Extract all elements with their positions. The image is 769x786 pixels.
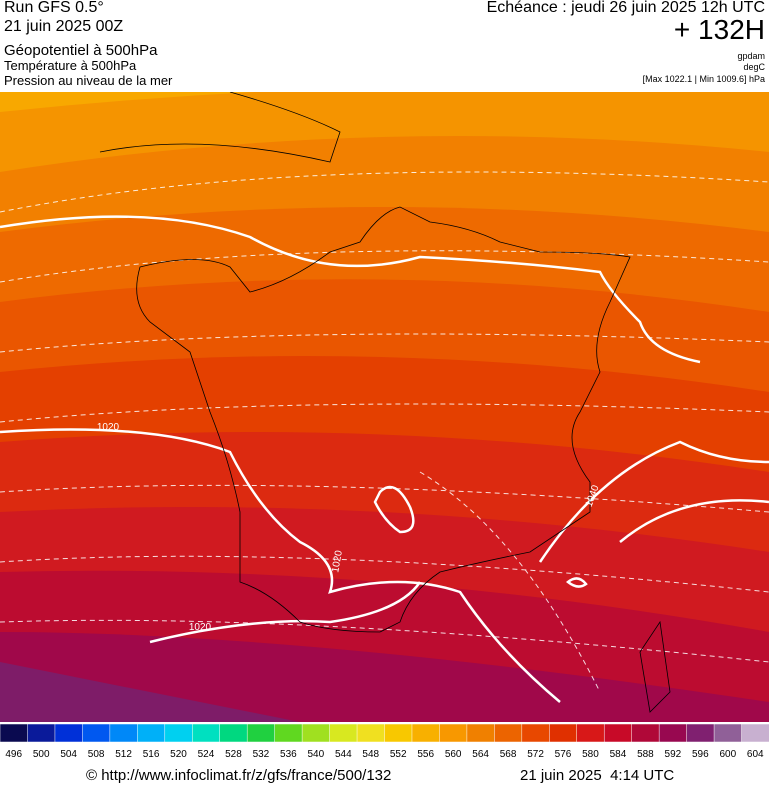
colorbar-label: 548 [362, 749, 379, 760]
colorbar-swatch [356, 724, 386, 743]
temperature-field [0, 92, 769, 722]
contour-label: 1020 [97, 422, 120, 433]
colorbar-swatch [576, 724, 605, 743]
colorbar-swatch [0, 724, 29, 743]
colorbar-swatch [603, 724, 633, 743]
colorbar-swatch [329, 724, 358, 743]
colorbar-swatch [246, 724, 276, 743]
colorbar-label: 580 [582, 749, 599, 760]
colorbar-swatch [384, 724, 413, 743]
coastline [99, 92, 671, 713]
colorbar-swatch [274, 724, 303, 743]
colorbar-swatch [466, 724, 496, 743]
colorbar-swatch [219, 724, 248, 743]
colorbar-swatch [686, 724, 715, 743]
colorbar-label: 556 [417, 749, 434, 760]
unit-gpdam: gpdam [737, 51, 765, 61]
colorbar-label: 540 [307, 749, 324, 760]
colorbar-label: 536 [280, 749, 297, 760]
forecast-hour: + 132H [673, 14, 765, 45]
colorbar-swatch [411, 724, 441, 743]
colorbar-swatch [54, 724, 84, 743]
colorbar-label: 576 [555, 749, 572, 760]
colorbar-label: 596 [692, 749, 709, 760]
colorbar-label: 568 [500, 749, 517, 760]
colorbar-label: 544 [335, 749, 352, 760]
run-label: Run GFS 0.5° [4, 0, 104, 16]
colorbar-label: 500 [33, 749, 50, 760]
colorbar-label: 604 [747, 749, 764, 760]
colorbar-swatch [549, 724, 578, 743]
colorbar-label: 552 [390, 749, 407, 760]
colorbar-swatch [521, 724, 551, 743]
colorbar-swatch [109, 724, 139, 743]
colorbar-swatch [494, 724, 523, 743]
field-2: Température à 500hPa [4, 58, 137, 73]
colorbar: 496 500 504 508 512 516 520 524 528 532 536 540 544 5… [0, 724, 769, 760]
colorbar-label: 504 [60, 749, 77, 760]
colorbar-label: 584 [610, 749, 627, 760]
colorbar-label: 564 [472, 749, 489, 760]
colorbar-label: 588 [637, 749, 654, 760]
colorbar-label: 516 [143, 749, 160, 760]
colorbar-swatch [741, 724, 769, 743]
echeance: Echéance : jeudi 26 juin 2025 12h UTC [486, 0, 765, 16]
colorbar-label: 512 [115, 749, 132, 760]
colorbar-label: 572 [527, 749, 544, 760]
colorbar-label: 560 [445, 749, 462, 760]
contour-label: 1020 [189, 622, 212, 633]
colorbar-label: 496 [5, 749, 22, 760]
colorbar-label: 520 [170, 749, 187, 760]
footer-stamp: 21 juin 2025 4:14 UTC [520, 767, 675, 784]
colorbar-swatch [192, 724, 221, 743]
colorbar-swatch [164, 724, 194, 743]
run-date: 21 juin 2025 00Z [4, 18, 124, 35]
colorbar-label: 528 [225, 749, 242, 760]
field-1: Géopotentiel à 500hPa [4, 42, 158, 59]
colorbar-swatch [301, 724, 331, 743]
colorbar-label: 524 [198, 749, 215, 760]
pressure-isobars [0, 215, 769, 703]
pressure-extremes: [Max 1022.1 | Min 1009.6] hPa [642, 74, 765, 84]
colorbar-swatch [631, 724, 660, 743]
colorbar-swatch [713, 724, 743, 743]
colorbar-swatch [658, 724, 688, 743]
contour-label: 1020 [330, 549, 345, 573]
field-3: Pression au niveau de la mer [4, 73, 173, 88]
unit-degc: degC [743, 62, 765, 72]
colorbar-swatch [439, 724, 468, 743]
footer-url: © http://www.infoclimat.fr/z/gfs/france/… [86, 767, 392, 784]
colorbar-label: 592 [665, 749, 682, 760]
colorbar-label: 600 [719, 749, 736, 760]
colorbar-label: 508 [88, 749, 105, 760]
colorbar-swatch [82, 724, 111, 743]
temperature-isolines [0, 171, 769, 693]
colorbar-label: 532 [253, 749, 270, 760]
colorbar-swatch [137, 724, 166, 743]
colorbar-swatch [27, 724, 56, 743]
